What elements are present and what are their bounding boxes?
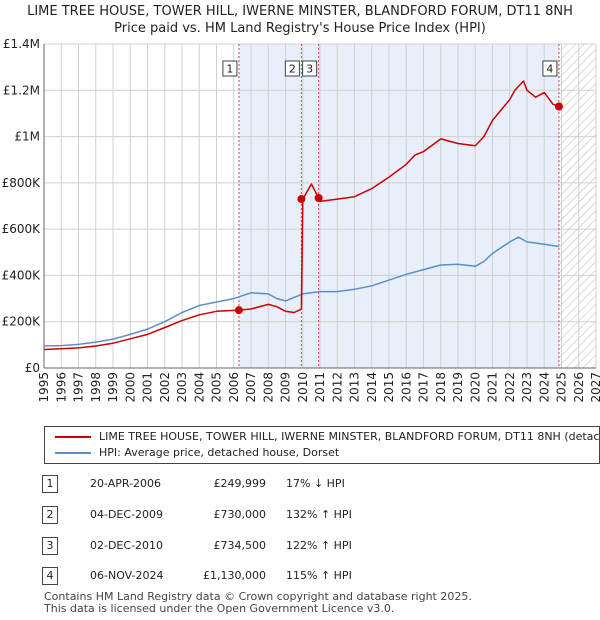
x-tick-label: 2022 [503,372,517,403]
x-tick-label: 2009 [279,372,293,403]
y-tick-label: £200K [2,315,42,329]
transaction-hpi: 115% ↑ HPI [286,569,352,582]
transaction-badge-label: 1 [226,63,233,76]
y-tick-label: £600K [2,222,42,236]
x-tick-label: 2027 [589,372,600,403]
ownership-shade [238,44,559,368]
x-tick-label: 2016 [399,372,413,403]
x-tick-label: 2001 [141,372,155,403]
transaction-date: 04-DEC-2009 [90,508,164,521]
x-tick-label: 2024 [537,372,551,403]
x-tick-label: 2004 [192,372,206,403]
x-tick-label: 2003 [175,372,189,403]
transaction-badge [302,60,318,77]
transaction-badge-label: 3 [306,63,313,76]
x-tick-label: 2005 [210,372,224,403]
y-tick-label: £1.4M [3,37,40,51]
transaction-row: 4 06-NOV-2024 £1,130,000 115% ↑ HPI [0,567,600,587]
x-tick-label: 2000 [123,372,137,403]
x-tick-label: 2025 [555,372,569,403]
transaction-row: 3 02-DEC-2010 £734,500 122% ↑ HPI [0,537,600,557]
transaction-row: 2 04-DEC-2009 £730,000 132% ↑ HPI [0,506,600,526]
sale-point [297,195,306,204]
x-tick-label: 1997 [72,372,86,403]
transaction-badge [542,60,558,77]
transaction-price: £1,130,000 [203,569,266,582]
x-tick-label: 2010 [296,372,310,403]
sale-point [554,102,563,111]
legend: LIME TREE HOUSE, TOWER HILL, IWERNE MINS… [44,426,600,464]
transaction-date: 02-DEC-2010 [90,539,164,552]
sale-point [234,306,243,315]
transaction-hpi: 132% ↑ HPI [286,508,352,521]
y-tick-label: £800K [2,176,42,190]
x-tick-label: 2013 [348,372,362,403]
x-tick-label: 2012 [330,372,344,403]
future-hatch [558,44,596,368]
transaction-number: 2 [42,506,58,524]
transaction-badge-label: 4 [546,63,553,76]
footer-copyright: Contains HM Land Registry data © Crown c… [44,590,472,603]
transaction-number: 3 [42,537,58,555]
transaction-hpi: 17% ↓ HPI [286,477,345,490]
sale-point [314,194,323,203]
transaction-badge [222,60,238,77]
transaction-price: £249,999 [213,477,267,490]
x-tick-label: 2008 [261,372,275,403]
transaction-badge [284,60,300,77]
legend-swatch-hpi [55,452,91,454]
transaction-price: £734,500 [213,539,267,552]
y-tick-label: £1.2M [3,83,40,97]
x-tick-label: 2023 [520,372,534,403]
transaction-price: £730,000 [213,508,267,521]
x-tick-label: 1996 [54,372,68,403]
legend-swatch-property [55,436,91,438]
transaction-date: 20-APR-2006 [90,477,162,490]
x-tick-label: 1998 [89,372,103,403]
legend-label-property: LIME TREE HOUSE, TOWER HILL, IWERNE MINS… [99,430,600,443]
transaction-date: 06-NOV-2024 [90,569,164,582]
x-tick-label: 2007 [244,372,258,403]
transaction-number: 4 [42,567,58,585]
x-tick-label: 1999 [106,372,120,403]
x-tick-label: 2021 [486,372,500,403]
x-tick-label: 2017 [417,372,431,403]
y-tick-label: £1M [14,130,40,144]
y-tick-label: £0 [25,361,40,375]
y-tick-label: £400K [2,268,42,282]
chart-subtitle: Price paid vs. HM Land Registry's House … [114,21,486,36]
chart-title: LIME TREE HOUSE, TOWER HILL, IWERNE MINS… [27,4,573,19]
x-tick-label: 2011 [313,372,327,403]
x-tick-label: 2018 [434,372,448,403]
x-tick-label: 2002 [158,372,172,403]
x-tick-label: 2006 [227,372,241,403]
transaction-hpi: 122% ↑ HPI [286,539,352,552]
transaction-row: 1 20-APR-2006 £249,999 17% ↓ HPI [0,475,600,495]
legend-label-hpi: HPI: Average price, detached house, Dors… [99,446,340,459]
x-tick-label: 2014 [365,372,379,403]
x-tick-label: 1995 [37,372,51,403]
x-tick-label: 2020 [468,372,482,403]
footer-licence: This data is licensed under the Open Gov… [44,602,395,615]
transaction-number: 1 [42,475,58,493]
x-tick-label: 2019 [451,372,465,403]
transaction-badge-label: 2 [289,63,296,76]
x-tick-label: 2015 [382,372,396,403]
hpi-line [43,236,560,347]
x-tick-label: 2026 [572,372,586,403]
